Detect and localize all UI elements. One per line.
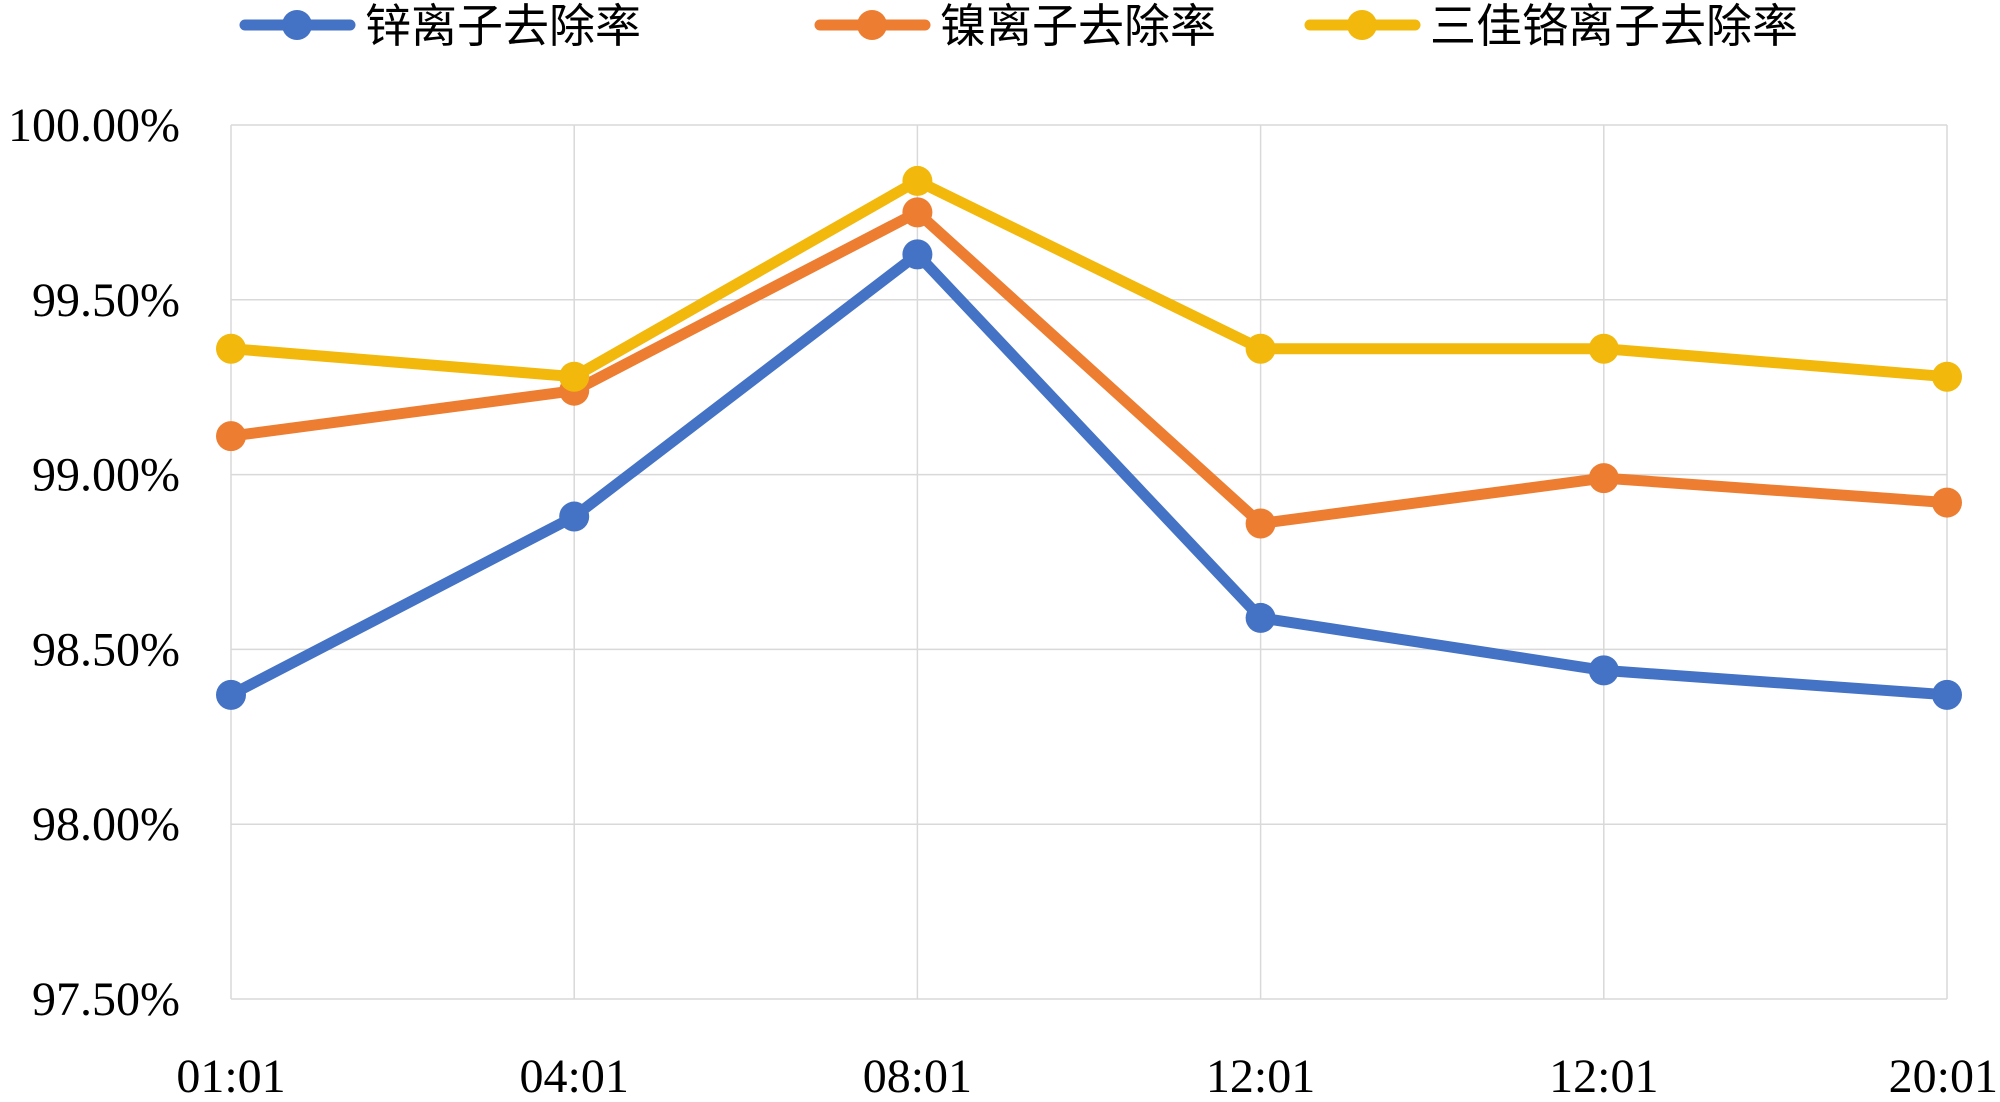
data-point [902,197,933,228]
series-line [225,175,1953,383]
legend-label: 镍离子去除率 [940,0,1216,53]
data-point [1245,602,1276,633]
y-tick-label: 100.00% [8,99,180,152]
data-point [1932,487,1962,518]
data-point [1245,333,1276,364]
x-axis: 01:01 04:01 08:01 12:01 12:01 20:01 [176,1050,1998,1102]
data-point [902,165,933,196]
y-tick-label: 99.50% [32,274,180,327]
series-line [225,206,1953,529]
data-point [902,239,933,270]
x-tick-label: 20:01 [1889,1050,1998,1102]
y-tick-label: 97.50% [32,973,180,1026]
data-point [1588,655,1619,686]
legend-marker [282,10,312,40]
x-tick-label: 12:01 [1549,1050,1658,1102]
series-1 [216,239,1962,710]
x-tick-label: 01:01 [176,1050,285,1102]
data-point [1245,508,1276,539]
data-point [1932,679,1962,710]
y-axis: 97.50% 98.00% 98.50% 99.00% 99.50% 100.00% [8,99,180,1026]
data-point [216,333,246,364]
data-point [559,501,590,532]
series-3 [216,165,1962,392]
legend-marker [1347,10,1377,40]
y-tick-label: 98.00% [32,798,180,851]
x-tick-label: 08:01 [863,1050,972,1102]
y-tick-label: 99.00% [32,449,180,502]
data-point [1588,463,1619,494]
legend-marker [857,10,887,40]
series-line [225,248,1953,701]
series-group [216,165,1962,710]
y-tick-label: 98.50% [32,623,180,676]
legend: 锌离子去除率 镍离子去除率 三佳铬离子去除率 [239,0,1798,53]
grid [230,124,1948,1000]
legend-item-2: 镍离子去除率 [814,0,1216,53]
legend-item-3: 三佳铬离子去除率 [1304,0,1798,53]
data-point [216,679,246,710]
x-tick-label: 04:01 [520,1050,629,1102]
legend-label: 锌离子去除率 [365,0,641,53]
data-point [559,361,590,392]
x-tick-label: 12:01 [1206,1050,1315,1102]
data-point [1932,361,1962,392]
legend-item-1: 锌离子去除率 [239,0,641,53]
data-point [216,421,246,452]
data-point [1588,333,1619,364]
legend-label: 三佳铬离子去除率 [1430,0,1798,53]
